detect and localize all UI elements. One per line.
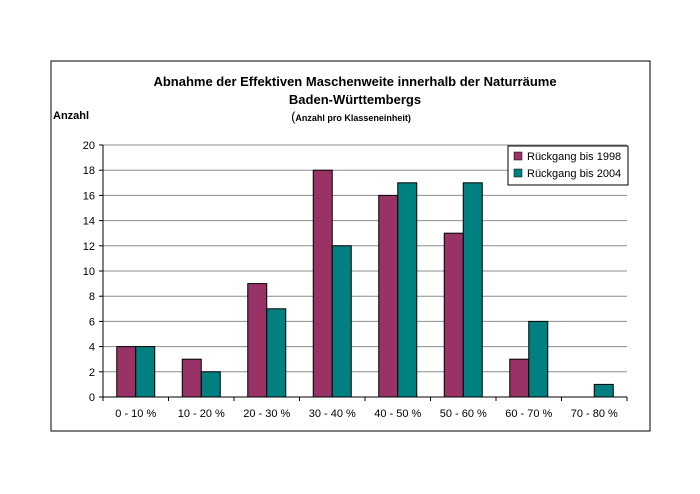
x-tick-label: 0 - 10 % <box>115 408 156 420</box>
legend-swatch-1998 <box>513 151 523 161</box>
y-tick-label: 10 <box>83 266 95 278</box>
x-tick-label: 20 - 30 % <box>243 408 290 420</box>
bar-1998 <box>312 169 333 398</box>
chart-subtitle-paren: ( <box>291 109 296 124</box>
x-tick-label: 50 - 60 % <box>440 408 487 420</box>
legend-box <box>507 145 629 186</box>
bar-2004 <box>266 308 287 398</box>
chart-subtitle-text: Anzahl pro Klasseneinheit) <box>295 113 411 123</box>
y-tick-label: 8 <box>89 291 95 303</box>
chart-title-line1: Abnahme der Effektiven Maschenweite inne… <box>153 74 556 89</box>
bar-1998 <box>509 358 530 398</box>
bar-2004 <box>331 245 352 398</box>
bar-2004 <box>528 320 549 398</box>
bar-2004 <box>135 346 156 398</box>
bar-1998 <box>247 283 268 398</box>
y-tick-label: 2 <box>89 367 95 379</box>
x-tick-label: 10 - 20 % <box>178 408 225 420</box>
x-tick-label: 40 - 50 % <box>374 408 421 420</box>
bar-2004 <box>397 182 418 398</box>
y-tick-label: 6 <box>89 316 95 328</box>
chart-title-line2: Baden-Württembergs <box>289 92 421 107</box>
legend: Rückgang bis 1998 Rückgang bis 2004 <box>507 145 629 186</box>
y-axis-label: Anzahl <box>53 110 89 122</box>
y-tick-label: 16 <box>83 190 95 202</box>
axes <box>99 144 628 401</box>
legend-label-1998: Rückgang bis 1998 <box>527 151 621 163</box>
bar-1998 <box>116 346 137 398</box>
bar-2004 <box>200 371 221 398</box>
y-tick-label: 0 <box>89 392 95 404</box>
legend-label-2004: Rückgang bis 2004 <box>527 168 621 180</box>
bar-1998 <box>181 358 202 398</box>
legend-swatch-2004 <box>513 168 523 178</box>
y-tick-label: 18 <box>83 165 95 177</box>
bar-2004 <box>593 383 614 398</box>
y-tick-label: 4 <box>89 342 95 354</box>
y-tick-labels: 0 2 4 6 8 10 12 14 16 18 20 <box>83 140 95 404</box>
bar-1998 <box>443 232 464 398</box>
x-tick-label: 60 - 70 % <box>505 408 552 420</box>
y-tick-label: 12 <box>83 241 95 253</box>
x-tick-label: 30 - 40 % <box>309 408 356 420</box>
y-tick-label: 20 <box>83 140 95 152</box>
y-tick-label: 14 <box>83 216 95 228</box>
bar-1998 <box>378 194 399 398</box>
chart-subtitle: (Anzahl pro Klasseneinheit) <box>291 109 411 124</box>
x-tick-label: 70 - 80 % <box>571 408 618 420</box>
bar-2004 <box>462 182 483 398</box>
x-tick-labels: 0 - 10 % 10 - 20 % 20 - 30 % 30 - 40 % 40 - … <box>115 408 618 420</box>
